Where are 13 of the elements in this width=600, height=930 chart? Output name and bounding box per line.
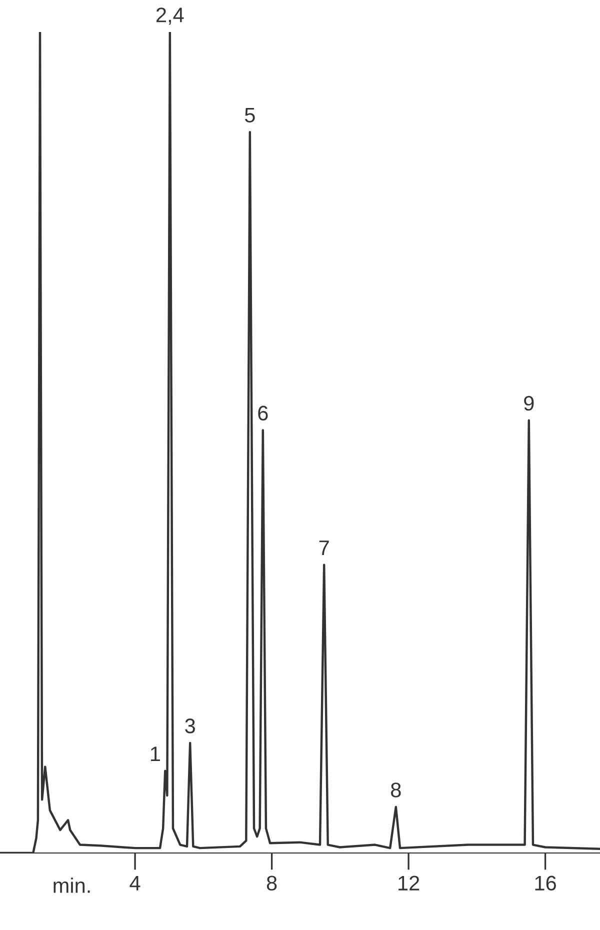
annotation: 1 [150,746,160,762]
x-tick-label: 4 [130,876,140,890]
annotation: 7 [319,540,329,555]
x-axis-title: min. [54,878,90,893]
annotation: 5 [244,108,255,122]
x-tick-label: 8 [266,876,277,891]
annotation: 8 [391,782,401,798]
annotation: 2,4 [156,8,184,25]
annotation: 6 [258,406,268,421]
x-tick-label: 16 [535,876,556,891]
annotation: 9 [524,396,534,411]
annotation: 3 [185,718,195,734]
x-tick-label: 12 [398,876,420,890]
